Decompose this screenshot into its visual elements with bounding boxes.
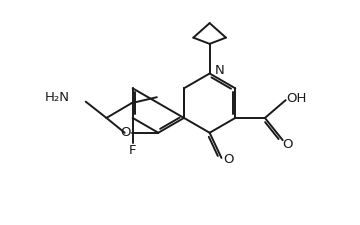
Text: O: O — [121, 126, 131, 139]
Text: O: O — [282, 138, 293, 151]
Text: F: F — [129, 144, 136, 157]
Text: H₂N: H₂N — [45, 91, 70, 104]
Text: N: N — [215, 64, 224, 77]
Text: O: O — [223, 153, 234, 166]
Text: OH: OH — [286, 92, 307, 105]
